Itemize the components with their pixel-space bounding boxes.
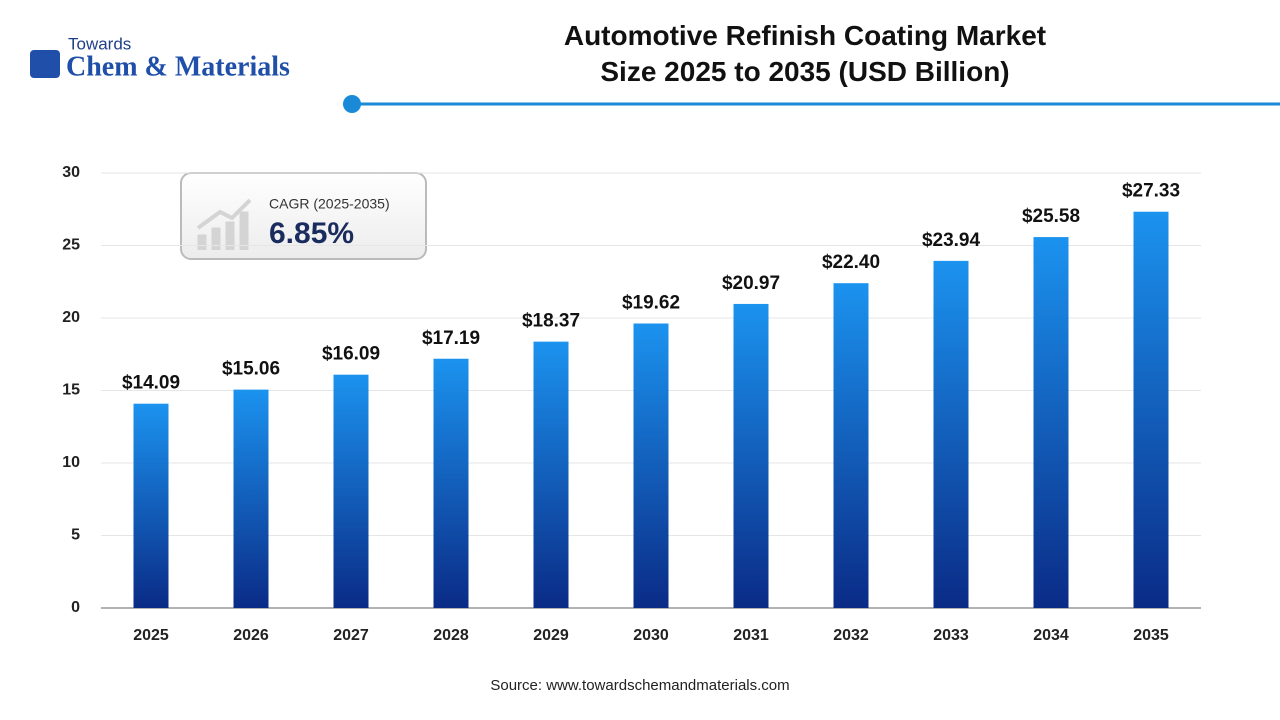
bar	[1133, 211, 1169, 608]
value-label: $15.06	[222, 359, 280, 380]
source: Source: www.towardschemandmaterials.com	[490, 677, 789, 694]
bar	[733, 303, 769, 608]
value-label: $16.09	[322, 344, 380, 365]
value-label: $22.40	[822, 252, 880, 273]
bar	[833, 283, 869, 608]
cagr-value: 6.85%	[269, 217, 354, 250]
y-tick-label: 10	[62, 454, 80, 471]
bar	[233, 389, 269, 608]
logo-top: Towards	[68, 34, 131, 53]
bar	[933, 260, 969, 608]
value-label: $25.58	[1022, 206, 1080, 227]
bar	[133, 403, 169, 608]
bar	[333, 374, 369, 608]
x-tick-label: 2028	[433, 627, 469, 644]
bar	[633, 323, 669, 608]
bar	[433, 358, 469, 608]
cagr-box: CAGR (2025-2035) 6.85%	[180, 172, 427, 260]
value-label: $23.94	[922, 230, 981, 251]
cagr-label: CAGR (2025-2035)	[269, 196, 390, 212]
value-label: $19.62	[622, 293, 680, 314]
x-tick-label: 2035	[1133, 627, 1169, 644]
y-tick-label: 30	[62, 164, 80, 181]
y-tick-label: 15	[62, 382, 80, 399]
cagr-icon	[197, 211, 249, 250]
x-tick-label: 2029	[533, 627, 569, 644]
cagr-arrow	[196, 198, 252, 230]
x-tick-label: 2027	[333, 627, 369, 644]
logo-main: Chem & Materials	[66, 51, 290, 82]
value-label: $20.97	[722, 273, 780, 294]
bar	[533, 341, 569, 608]
header-dot	[343, 95, 361, 113]
value-label: $14.09	[122, 373, 180, 394]
logo-icon	[30, 50, 60, 78]
y-tick-label: 20	[62, 309, 80, 326]
x-tick-label: 2033	[933, 627, 969, 644]
x-tick-label: 2026	[233, 627, 269, 644]
x-tick-label: 2034	[1033, 627, 1069, 644]
x-tick-label: 2025	[133, 627, 169, 644]
y-tick-label: 0	[71, 599, 80, 616]
value-label: $27.33	[1122, 181, 1180, 202]
x-tick-label: 2030	[633, 627, 669, 644]
logo: Towards Chem & Materials	[30, 34, 290, 82]
y-tick-label: 25	[62, 237, 80, 254]
chart-title: Automotive Refinish Coating Market Size …	[563, 20, 1047, 87]
bar	[1033, 237, 1069, 608]
y-tick-label: 5	[71, 527, 80, 544]
value-label: $18.37	[522, 311, 580, 332]
x-tick-label: 2032	[833, 627, 869, 644]
x-tick-label: 2031	[733, 627, 769, 644]
value-label: $17.19	[422, 328, 480, 349]
